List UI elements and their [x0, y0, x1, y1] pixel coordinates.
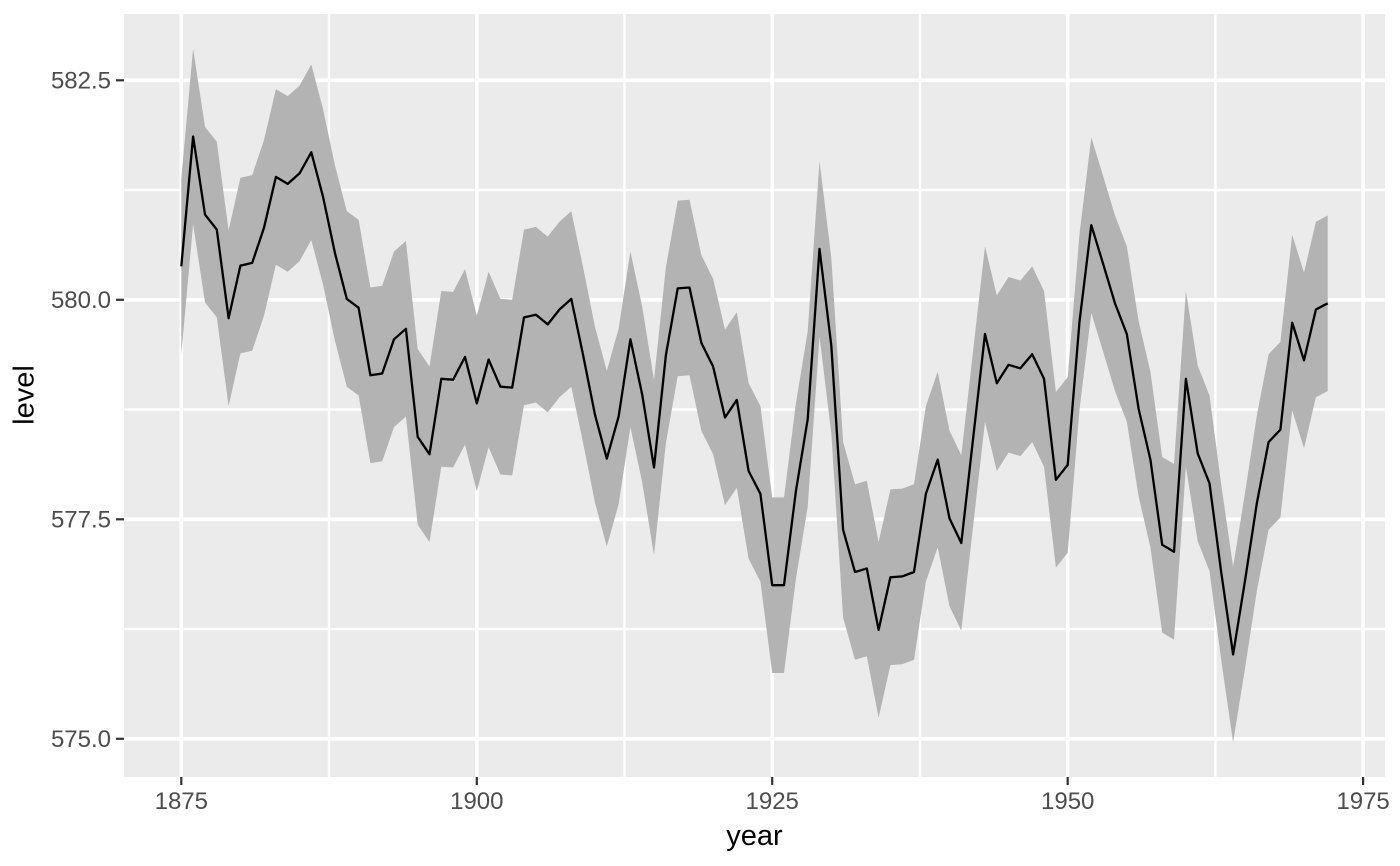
x-tick-label: 1975	[1336, 788, 1389, 815]
x-tick-label: 1925	[746, 788, 799, 815]
y-axis-title: level	[8, 365, 41, 425]
x-tick-label: 1900	[450, 788, 503, 815]
confidence-ribbon	[181, 48, 1328, 743]
level-line	[180, 135, 1329, 656]
x-axis-title: year	[726, 820, 783, 852]
x-tick-label: 1875	[155, 788, 208, 815]
y-tick-label: 580.0	[51, 287, 111, 314]
y-tick-label: 575.0	[51, 726, 111, 753]
x-tick-label: 1950	[1041, 788, 1094, 815]
y-tick-label: 577.5	[51, 506, 111, 533]
y-tick-label: 582.5	[51, 67, 111, 94]
